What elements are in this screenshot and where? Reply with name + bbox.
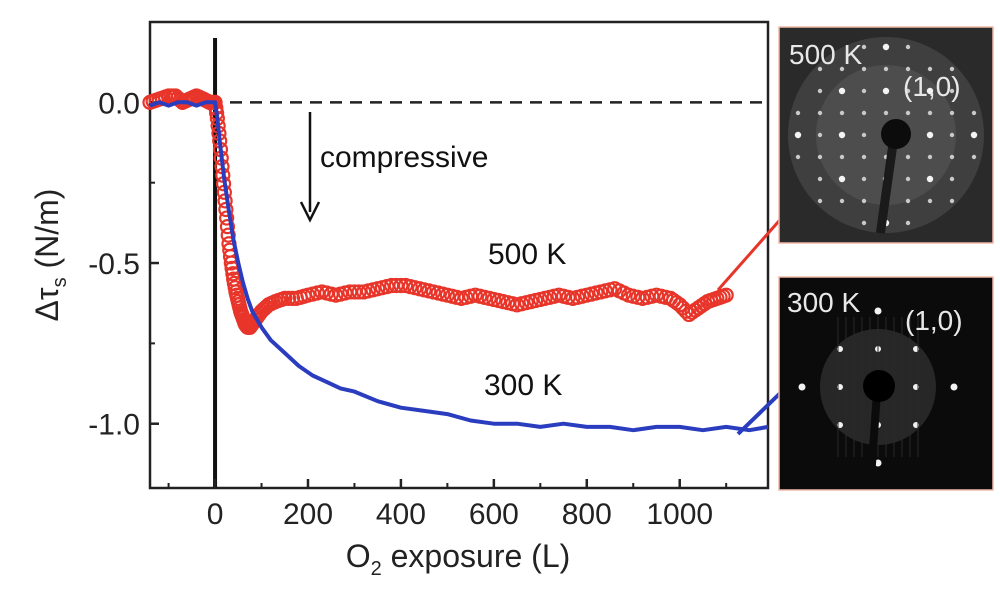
leed-spot bbox=[817, 88, 823, 94]
leed-inset-500k: 500 K (1,0) bbox=[778, 26, 994, 244]
inset-300k-index: (1,0) bbox=[905, 305, 963, 336]
leed-spot bbox=[949, 198, 955, 204]
leed-spot bbox=[817, 132, 823, 138]
leed-spot bbox=[861, 198, 867, 204]
leed-spot bbox=[838, 87, 846, 95]
leed-spot bbox=[839, 198, 845, 204]
leed-spot bbox=[883, 66, 889, 72]
inset-500k-temperature: 500 K bbox=[789, 39, 862, 70]
leed-spot bbox=[905, 198, 911, 204]
inset-300k-temperature: 300 K bbox=[787, 287, 860, 318]
leed-spot bbox=[861, 132, 867, 138]
leed-spot bbox=[949, 88, 955, 94]
x-axis-ticks: 0 200 400 600 800 1000 bbox=[167, 479, 728, 531]
x-tick-label: 1000 bbox=[646, 498, 713, 531]
leed-spot bbox=[905, 176, 911, 182]
x-tick-label: 0 bbox=[207, 498, 224, 531]
series-300k-line bbox=[149, 100, 769, 433]
leed-spot bbox=[817, 66, 823, 72]
point-500k bbox=[718, 287, 734, 303]
point-500k bbox=[219, 210, 235, 226]
leed-spot bbox=[817, 198, 823, 204]
leed-spot bbox=[883, 110, 889, 116]
leed-spot bbox=[839, 110, 845, 116]
x-tick-label: 200 bbox=[283, 498, 333, 531]
leed-spot bbox=[949, 66, 955, 72]
leed-spot bbox=[861, 220, 867, 226]
leed-spot bbox=[882, 87, 890, 95]
leed-spot bbox=[949, 110, 955, 116]
leed-spot bbox=[838, 175, 846, 183]
leed-spot bbox=[926, 131, 934, 139]
leed-spot bbox=[905, 154, 911, 160]
point-500k bbox=[351, 284, 367, 300]
leed-spot bbox=[927, 66, 933, 72]
leed-spot bbox=[874, 459, 882, 467]
plot-frame bbox=[148, 20, 770, 490]
label-500k: 500 K bbox=[488, 238, 566, 271]
x-tick-label: 800 bbox=[562, 498, 612, 531]
x-tick-label: 400 bbox=[376, 498, 426, 531]
point-500k bbox=[393, 277, 409, 294]
leed-spot bbox=[927, 110, 933, 116]
leed-spot bbox=[839, 66, 845, 72]
leed-spot bbox=[861, 88, 867, 94]
point-500k bbox=[219, 219, 236, 235]
leed-spot bbox=[950, 383, 958, 391]
label-300k: 300 K bbox=[484, 369, 562, 402]
compressive-label: compressive bbox=[320, 141, 488, 174]
leed-spot bbox=[861, 110, 867, 116]
leed-spot bbox=[861, 66, 867, 72]
leed-spot bbox=[970, 131, 978, 139]
y-axis-title: Δτs (N/m) bbox=[29, 189, 71, 322]
leed-spot bbox=[874, 307, 882, 315]
leed-spot bbox=[838, 131, 846, 139]
leed-spot bbox=[795, 110, 801, 116]
leed-spot bbox=[905, 66, 911, 72]
y-tick-label: 0.0 bbox=[98, 87, 140, 120]
leed-spot bbox=[971, 110, 977, 116]
leed-spot bbox=[971, 154, 977, 160]
y-tick-label: -1.0 bbox=[88, 409, 140, 442]
x-axis-title: O2 exposure (L) bbox=[346, 538, 571, 580]
leed-spot bbox=[949, 176, 955, 182]
compressive-arrow-head bbox=[299, 201, 321, 223]
leed-spot bbox=[949, 154, 955, 160]
leed-spot bbox=[798, 383, 806, 391]
leed-spot bbox=[905, 220, 911, 226]
leed-spot bbox=[794, 131, 802, 139]
y-tick-label: -0.5 bbox=[88, 248, 140, 281]
leed-spot bbox=[817, 154, 823, 160]
leed-spot bbox=[927, 154, 933, 160]
y-axis-ticks: 0.0 -0.5 -1.0 bbox=[88, 21, 159, 442]
leed-spot bbox=[861, 176, 867, 182]
leed-inset-300k: 300 K (1,0) bbox=[778, 276, 994, 491]
leed-spot bbox=[817, 110, 823, 116]
leed-spot bbox=[795, 154, 801, 160]
leed-spot bbox=[882, 43, 890, 51]
leed-spot bbox=[905, 110, 911, 116]
leed-spot bbox=[905, 44, 911, 50]
x-tick-label: 600 bbox=[469, 498, 519, 531]
inset-500k-index: (1,0) bbox=[903, 71, 961, 102]
leed-spot bbox=[949, 132, 955, 138]
leed-spot bbox=[905, 88, 911, 94]
leed-spot bbox=[926, 175, 934, 183]
leed-spot bbox=[926, 87, 934, 95]
leed-spot bbox=[839, 154, 845, 160]
leed-spot bbox=[861, 44, 867, 50]
leed-spot bbox=[861, 154, 867, 160]
leed-spot bbox=[927, 198, 933, 204]
leed-spot bbox=[817, 176, 823, 182]
